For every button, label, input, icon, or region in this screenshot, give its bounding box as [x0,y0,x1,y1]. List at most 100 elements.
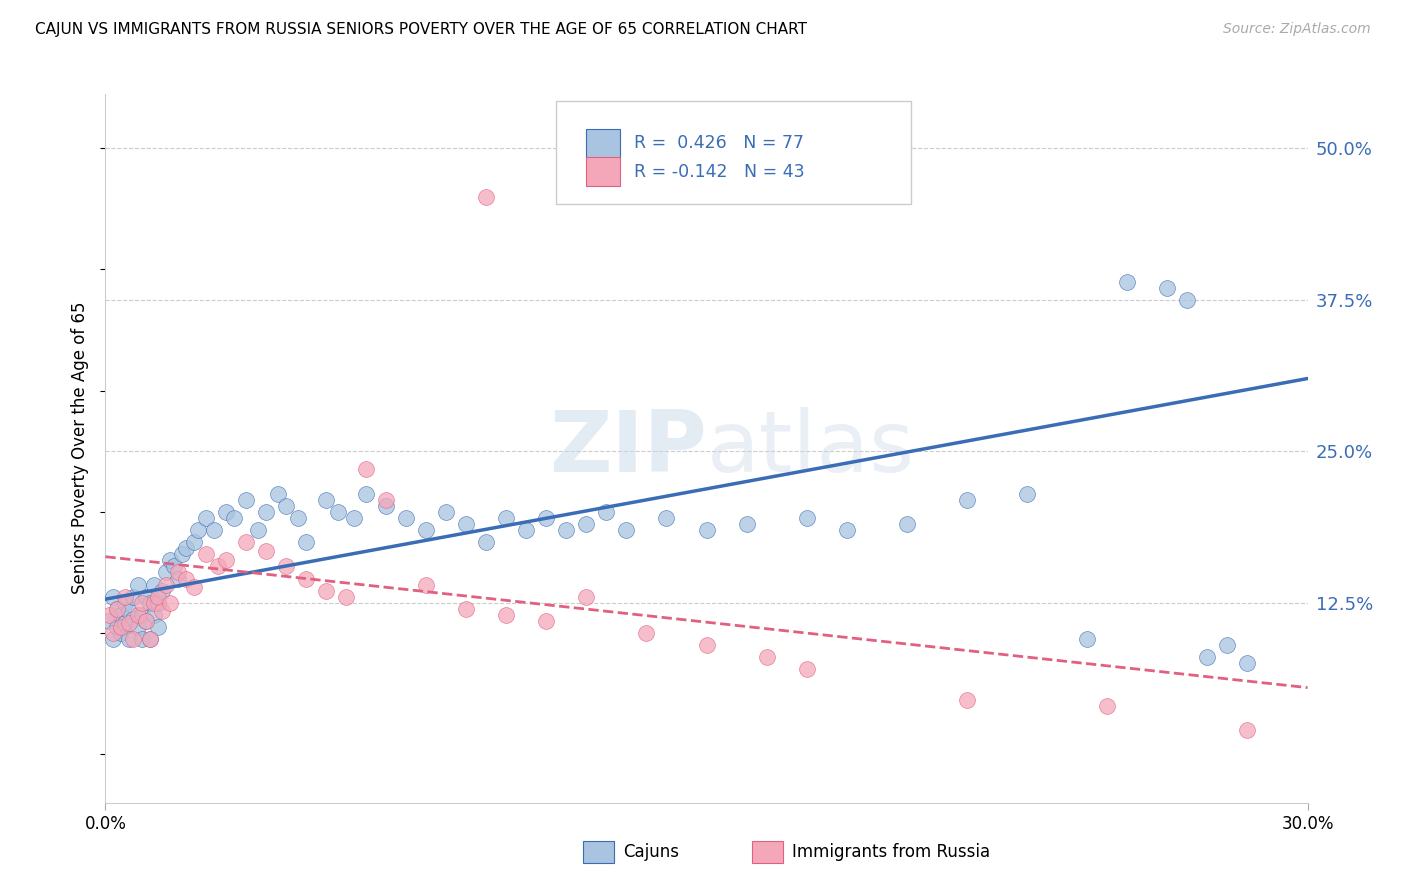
FancyBboxPatch shape [586,157,620,186]
Point [142,607,165,622]
Point [142,577,165,591]
Point [475,190,498,204]
Point [1216,638,1239,652]
Point [1177,293,1199,307]
Point [254,505,277,519]
Point [415,577,437,591]
Point [354,486,377,500]
Text: Immigrants from Russia: Immigrants from Russia [792,843,990,861]
Point [110,620,132,634]
Point [114,596,136,610]
Point [326,505,349,519]
FancyBboxPatch shape [752,841,783,863]
Point [194,511,217,525]
Point [110,607,132,622]
Point [150,583,173,598]
Point [127,577,149,591]
Point [170,547,193,561]
Point [267,486,290,500]
Point [956,492,979,507]
Point [796,663,818,677]
Text: CAJUN VS IMMIGRANTS FROM RUSSIA SENIORS POVERTY OVER THE AGE OF 65 CORRELATION C: CAJUN VS IMMIGRANTS FROM RUSSIA SENIORS … [35,22,807,37]
Point [295,572,318,586]
Point [1156,280,1178,294]
Point [495,607,517,622]
Point [183,535,205,549]
Point [98,614,121,628]
Point [222,511,245,525]
Point [254,543,277,558]
Point [166,566,188,580]
Point [146,620,169,634]
Point [107,620,129,634]
Point [235,535,257,549]
Point [454,516,477,531]
Point [555,523,578,537]
Point [103,632,125,647]
Point [122,632,145,647]
Point [138,632,160,647]
FancyBboxPatch shape [583,841,614,863]
Point [515,523,537,537]
Point [835,523,858,537]
Point [374,499,398,513]
Point [131,596,153,610]
Text: Cajuns: Cajuns [623,843,679,861]
Point [103,626,125,640]
Point [174,541,197,556]
Point [1236,657,1258,671]
Point [246,523,269,537]
Point [735,516,758,531]
Point [135,590,157,604]
Point [114,616,136,631]
Point [118,616,141,631]
Point [956,692,979,706]
Point [235,492,257,507]
Text: R = -0.142   N = 43: R = -0.142 N = 43 [634,162,806,181]
Point [495,511,517,525]
Point [150,604,173,618]
Point [796,511,818,525]
Point [138,596,160,610]
Point [415,523,437,537]
Point [575,516,598,531]
Point [335,590,357,604]
FancyBboxPatch shape [557,101,911,203]
Point [122,590,145,604]
Point [131,607,153,622]
Point [755,650,778,665]
Point [315,492,337,507]
Text: ZIP: ZIP [548,407,707,490]
Point [214,505,236,519]
Y-axis label: Seniors Poverty Over the Age of 65: Seniors Poverty Over the Age of 65 [72,302,90,594]
Point [354,462,377,476]
Point [131,632,153,647]
FancyBboxPatch shape [586,128,620,158]
Point [343,511,366,525]
Point [454,602,477,616]
Point [287,511,309,525]
Point [187,523,209,537]
Point [696,638,718,652]
Point [146,596,169,610]
Point [207,559,229,574]
Point [107,602,129,616]
Point [98,607,121,622]
Text: Source: ZipAtlas.com: Source: ZipAtlas.com [1223,22,1371,37]
Point [159,596,181,610]
Point [146,590,169,604]
Point [315,583,337,598]
Point [122,611,145,625]
Point [118,632,141,647]
Point [475,535,498,549]
Point [295,535,318,549]
Point [155,577,177,591]
Point [374,492,398,507]
Point [159,553,181,567]
Text: R =  0.426   N = 77: R = 0.426 N = 77 [634,135,804,153]
Point [202,523,225,537]
Point [696,523,718,537]
Point [135,614,157,628]
Point [135,614,157,628]
Point [636,626,658,640]
